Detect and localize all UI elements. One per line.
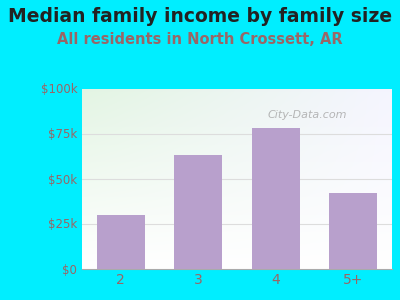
Bar [252,128,300,268]
Text: City-Data.com: City-Data.com [268,110,348,120]
Bar [97,214,145,268]
Bar [174,155,222,268]
Text: All residents in North Crossett, AR: All residents in North Crossett, AR [57,32,343,46]
Bar [329,193,377,268]
Text: Median family income by family size: Median family income by family size [8,8,392,26]
